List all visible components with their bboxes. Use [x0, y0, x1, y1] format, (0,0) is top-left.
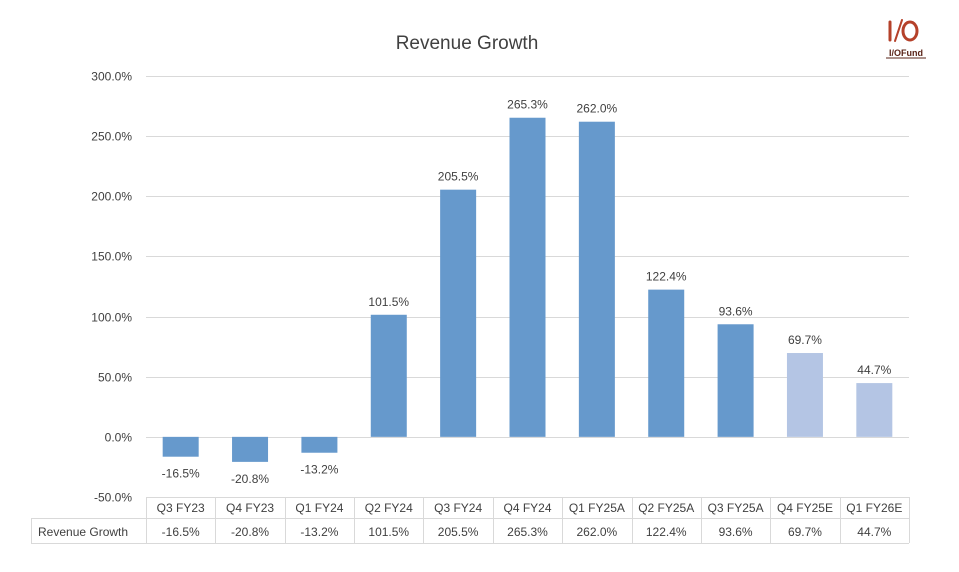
- data-label: 122.4%: [646, 270, 687, 284]
- table-cell: 122.4%: [646, 525, 687, 539]
- bar: [440, 189, 477, 437]
- bar: [370, 314, 407, 437]
- bar: [717, 324, 754, 437]
- category-label: Q1 FY25A: [569, 501, 625, 515]
- category-label: Q2 FY25A: [638, 501, 694, 515]
- bar: [232, 436, 269, 462]
- y-tick-label: 300.0%: [91, 70, 132, 84]
- bar: [786, 353, 823, 437]
- table-cell: 265.3%: [507, 525, 548, 539]
- y-tick-label: 200.0%: [91, 190, 132, 204]
- y-tick-label: 50.0%: [98, 371, 132, 385]
- bar: [648, 289, 685, 437]
- category-label: Q2 FY24: [365, 501, 413, 515]
- bar: [578, 121, 615, 437]
- category-label: Q3 FY23: [157, 501, 205, 515]
- table-cell: 262.0%: [577, 525, 618, 539]
- data-label: 93.6%: [719, 304, 753, 318]
- data-label: 101.5%: [368, 295, 409, 309]
- y-tick-label: 150.0%: [91, 250, 132, 264]
- data-label: 262.0%: [577, 102, 618, 116]
- logo-text: I/OFund: [889, 48, 923, 58]
- bar: [162, 436, 199, 457]
- data-labels: -16.5% -20.8% -13.2% 101.5% 205.5% 265.3% 262.…: [162, 98, 892, 486]
- data-label: 44.7%: [857, 363, 891, 377]
- data-table: Q3 FY23 Q4 FY23 Q1 FY24 Q2 FY24 Q3 FY24 Q4 FY…: [31, 497, 910, 544]
- table-cell: -20.8%: [231, 525, 269, 539]
- data-label: -13.2%: [300, 463, 338, 477]
- data-label: -20.8%: [231, 472, 269, 486]
- bar: [301, 436, 338, 453]
- bar: [856, 383, 893, 437]
- table-cell: 93.6%: [719, 525, 753, 539]
- iofund-logo: I/OFund: [886, 19, 926, 59]
- y-tick-label: -50.0%: [94, 491, 132, 505]
- table-cell: 44.7%: [857, 525, 891, 539]
- category-label: Q4 FY23: [226, 501, 274, 515]
- y-tick-label: 100.0%: [91, 311, 132, 325]
- data-label: 205.5%: [438, 170, 479, 184]
- category-label: Q4 FY24: [503, 501, 551, 515]
- chart-title: Revenue Growth: [396, 33, 539, 54]
- y-tick-label: 250.0%: [91, 130, 132, 144]
- category-label: Q1 FY26E: [846, 501, 902, 515]
- data-label: -16.5%: [162, 467, 200, 481]
- io-logo-mark-icon: [888, 19, 919, 42]
- bar: [509, 117, 546, 437]
- table-cell: -13.2%: [300, 525, 338, 539]
- category-label: Q3 FY24: [434, 501, 482, 515]
- table-cell: 101.5%: [368, 525, 409, 539]
- category-label: Q4 FY25E: [777, 501, 833, 515]
- table-cell: -16.5%: [162, 525, 200, 539]
- table-row-header: Revenue Growth: [38, 525, 128, 539]
- data-label: 265.3%: [507, 98, 548, 112]
- y-tick-label: 0.0%: [105, 431, 133, 445]
- data-label: 69.7%: [788, 333, 822, 347]
- bars: [162, 117, 893, 462]
- y-axis-tick-labels: -50.0% 0.0% 50.0% 100.0% 150.0% 200.0% 250.0% 3…: [91, 70, 132, 505]
- category-label: Q1 FY24: [295, 501, 343, 515]
- category-label: Q3 FY25A: [708, 501, 764, 515]
- table-cell: 69.7%: [788, 525, 822, 539]
- table-cell: 205.5%: [438, 525, 479, 539]
